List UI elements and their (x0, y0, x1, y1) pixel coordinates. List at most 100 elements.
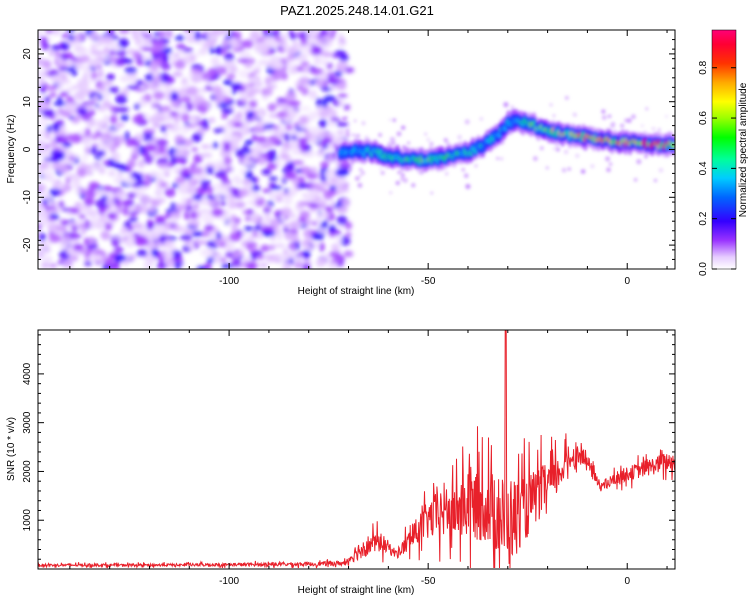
noise-blob (269, 40, 281, 49)
ridge-speckle (343, 186, 347, 190)
noise-blob (316, 211, 329, 218)
noise-blob (108, 86, 120, 94)
noise-blob (213, 182, 223, 193)
noise-blob (289, 221, 300, 230)
ridge-speckle (633, 178, 638, 182)
ridge-speckle (400, 173, 405, 178)
noise-blob (208, 117, 216, 124)
noise-blob (220, 263, 234, 269)
noise-blob (84, 146, 92, 155)
noise-blob (244, 170, 253, 181)
noise-blob (284, 124, 294, 131)
noise-blob (120, 226, 128, 235)
x-tick-label: 0 (624, 276, 630, 287)
noise-blob (132, 114, 145, 124)
noise-blob (62, 141, 72, 148)
noise-blob (109, 162, 122, 168)
ridge-speckle (606, 167, 611, 173)
noise-blob (80, 81, 90, 91)
noise-blob (313, 56, 321, 66)
noise-blob (283, 195, 293, 206)
noise-blob (126, 165, 132, 174)
ridge-speckle (620, 123, 625, 128)
ridge-speckle (474, 163, 478, 168)
noise-blob (50, 44, 61, 51)
noise-blob (298, 115, 309, 125)
ridge-speckle (392, 118, 396, 122)
noise-blob (164, 172, 170, 177)
noise-blob (60, 219, 71, 226)
noise-blob (155, 216, 166, 227)
noise-blob (235, 176, 241, 187)
noise-blob (174, 156, 182, 164)
noise-blob (242, 254, 251, 263)
noise-blob (338, 98, 345, 107)
noise-blob (72, 85, 78, 90)
noise-blob (73, 43, 85, 54)
noise-blob (185, 33, 197, 43)
noise-blob (153, 198, 166, 204)
noise-blob (142, 181, 151, 187)
ridge-speckle (379, 167, 382, 170)
y-tick-label: 0 (22, 146, 33, 152)
noise-blob (336, 121, 349, 127)
noise-blob (100, 230, 109, 239)
ridge-speckle (552, 114, 556, 117)
noise-blob (163, 239, 175, 250)
noise-blob (53, 101, 67, 107)
colorbar-tick-label: 0.2 (698, 211, 709, 225)
noise-blob (234, 217, 241, 223)
noise-blob (330, 243, 340, 251)
noise-blob (257, 110, 264, 120)
ridge-speckle (464, 119, 470, 125)
noise-blob (265, 151, 273, 157)
noise-blob (238, 188, 249, 198)
noise-blob (102, 159, 110, 166)
ridge-speckle (424, 132, 427, 136)
noise-blob (260, 41, 267, 50)
noise-blob (214, 193, 222, 202)
noise-blob (200, 196, 208, 206)
noise-blob (149, 170, 158, 179)
noise-blob (124, 237, 135, 247)
noise-blob (165, 212, 171, 219)
noise-blob (205, 165, 215, 175)
noise-blob (163, 123, 174, 129)
noise-blob (63, 234, 72, 241)
noise-blob (336, 262, 344, 267)
x-tick-label: -50 (421, 276, 436, 287)
noise-blob (336, 81, 347, 91)
noise-blob (157, 145, 167, 154)
noise-blob (288, 108, 299, 117)
noise-blob (65, 177, 71, 185)
noise-blob (38, 139, 47, 148)
ridge-speckle (353, 119, 357, 123)
noise-blob (273, 243, 287, 248)
noise-blob (113, 106, 119, 114)
noise-blob (317, 203, 326, 209)
noise-blob (143, 154, 154, 164)
noise-blob (283, 57, 295, 62)
noise-blob (143, 128, 156, 134)
noise-blob (296, 66, 304, 71)
noise-blob (288, 30, 294, 38)
noise-blob (318, 37, 324, 45)
ridge-speckle (358, 167, 363, 172)
noise-blob (110, 151, 121, 161)
noise-blob (173, 223, 179, 231)
noise-blob (148, 115, 162, 124)
noise-blob (107, 30, 115, 37)
noise-blob (92, 213, 99, 224)
noise-blob (94, 188, 107, 197)
noise-blob (274, 157, 283, 167)
noise-blob (55, 225, 67, 232)
noise-blob (75, 57, 84, 65)
noise-blob (137, 159, 145, 169)
noise-blob (171, 216, 178, 224)
noise-blob (69, 255, 79, 262)
noise-blob (254, 193, 261, 201)
noise-blob (308, 127, 321, 135)
noise-blob (61, 109, 69, 118)
ridge-speckle (624, 118, 628, 123)
